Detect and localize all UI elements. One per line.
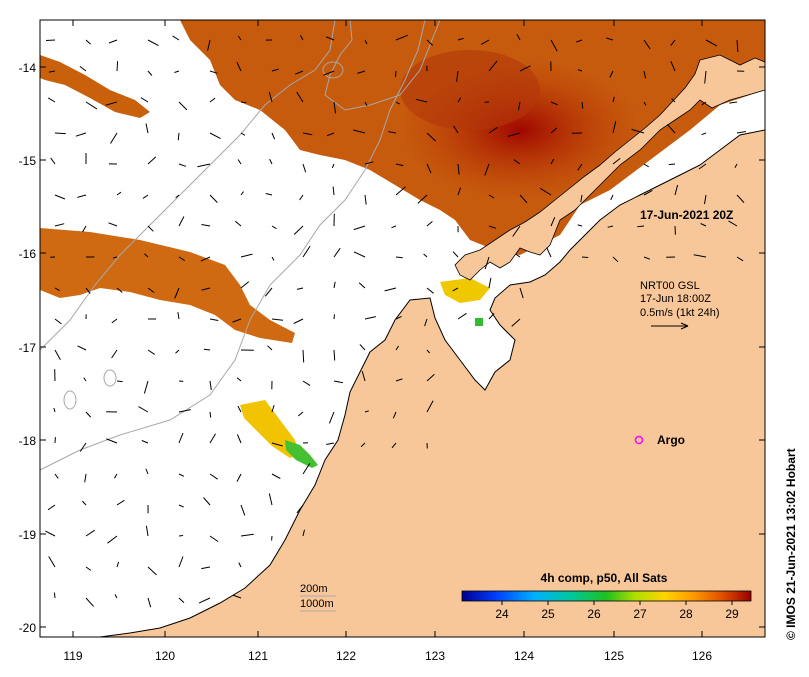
sst-hot-core-2 <box>400 50 540 130</box>
lat-tick-label: -20 <box>19 621 37 635</box>
timestamp-label: 17-Jun-2021 20Z <box>640 208 733 222</box>
sst-pixel-green <box>475 318 483 326</box>
colorbar-title: 4h comp, p50, All Sats <box>541 571 668 585</box>
vector-legend-source: NRT00 GSL <box>640 280 700 292</box>
current-vector <box>334 314 335 319</box>
lat-tick-label: -15 <box>19 154 37 168</box>
lon-tick-label: 121 <box>248 649 268 663</box>
lat-tick-label: -16 <box>19 247 37 261</box>
argo-label: Argo <box>657 433 685 447</box>
current-vector <box>334 350 335 361</box>
lat-tick-label: -18 <box>19 434 37 448</box>
colorbar-tick-label: 27 <box>633 607 647 621</box>
lon-tick-label: 120 <box>155 649 175 663</box>
colorbar-tick-label: 26 <box>587 607 601 621</box>
current-vector <box>396 71 397 77</box>
isobath-legend-200m: 200m <box>300 583 328 595</box>
current-vector <box>210 412 211 418</box>
credit-text: IMOS 21-Jun-2021 13:02 Hobart <box>784 448 798 627</box>
lon-tick-label: 125 <box>604 649 624 663</box>
current-vector <box>179 536 183 537</box>
current-vector <box>55 133 66 134</box>
colorbar-tick-label: 29 <box>725 607 739 621</box>
lon-tick-label: 126 <box>692 649 712 663</box>
current-vector <box>117 381 123 382</box>
colorbar-tick-label: 28 <box>679 607 693 621</box>
colorbar-tick-label: 25 <box>541 607 555 621</box>
copyright-symbol: © <box>784 631 798 640</box>
lon-tick-label: 124 <box>514 649 534 663</box>
lat-tick-label: -14 <box>19 61 37 75</box>
credit-line: © IMOS 21-Jun-2021 13:02 Hobart <box>784 220 798 640</box>
current-vector <box>303 350 304 363</box>
current-vector <box>637 226 644 227</box>
current-vector <box>46 40 55 41</box>
isobath-legend-1000m: 1000m <box>300 598 334 610</box>
current-vector <box>582 257 588 258</box>
lat-tick-label: -19 <box>19 528 37 542</box>
colorbar-tick-label: 24 <box>495 607 509 621</box>
lon-tick-label: 122 <box>336 649 356 663</box>
current-vector <box>117 61 118 71</box>
vector-legend-scale: 0.5m/s (1kt 24h) <box>640 307 719 319</box>
current-vector <box>54 593 55 598</box>
vector-legend-time: 17-Jun 18:00Z <box>640 293 711 305</box>
colorbar <box>462 591 751 601</box>
lon-tick-label: 119 <box>63 649 82 663</box>
lat-tick-label: -17 <box>19 341 37 355</box>
current-vector <box>669 164 675 165</box>
lon-tick-label: 123 <box>425 649 445 663</box>
